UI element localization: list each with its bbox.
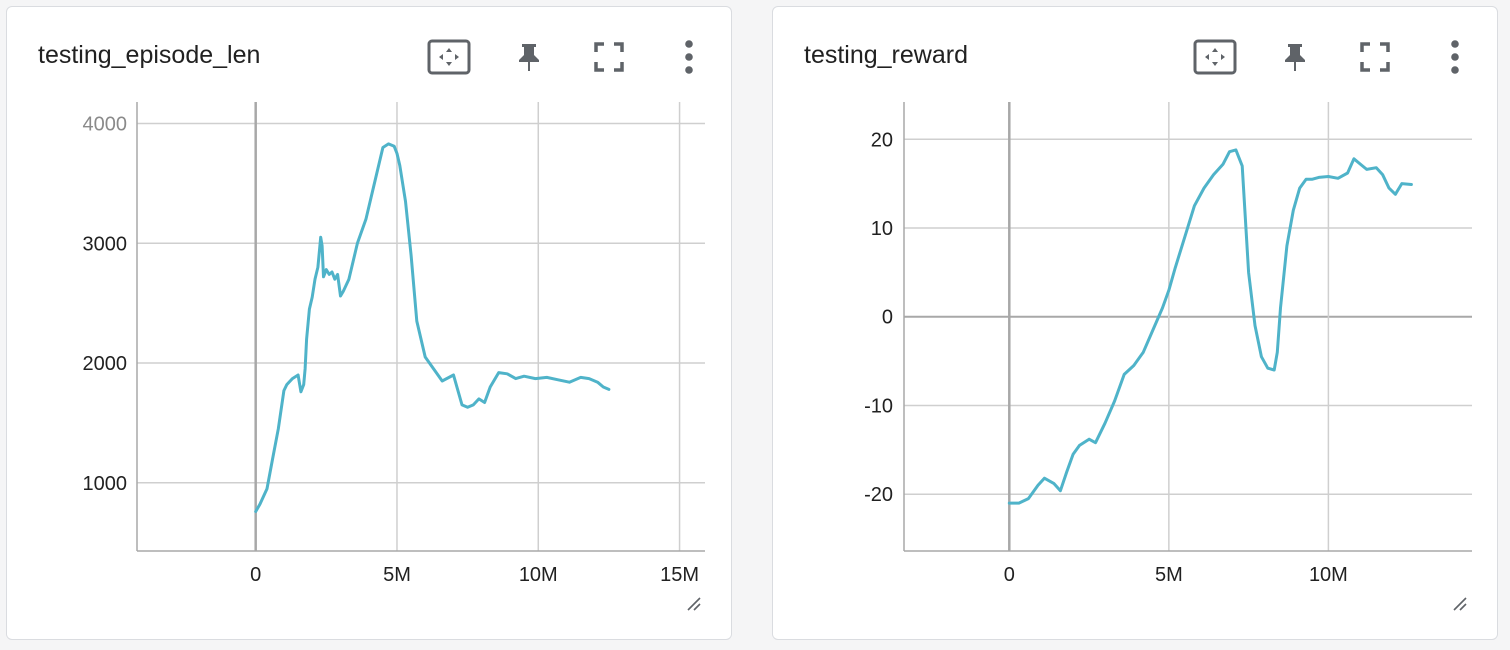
more-options-button[interactable]: [667, 35, 711, 79]
chart-card-episode-len: testing_episode_len 1000 2000 3000 4000 0 5M 1…: [6, 6, 732, 640]
more-options-button[interactable]: [1433, 35, 1477, 79]
chart-title: testing_reward: [804, 41, 968, 69]
x-tick-label: 0: [1004, 564, 1015, 586]
x-tick-label: 5M: [383, 564, 411, 586]
line-chart-reward: -20 -10 0 10 20 0 5M 10M: [864, 102, 1472, 586]
more-vert-icon: [685, 40, 693, 74]
fullscreen-icon: [1360, 42, 1390, 72]
y-tick-label: -10: [864, 395, 893, 417]
y-tick-label: 0: [882, 307, 893, 329]
y-tick-label: 20: [871, 129, 893, 151]
x-tick-label: 0: [250, 564, 261, 586]
pin-icon: [1285, 44, 1305, 71]
x-tick-label: 10M: [519, 564, 558, 586]
series-line: [254, 142, 611, 513]
pin-icon: [519, 44, 539, 71]
fit-domain-button[interactable]: [1193, 35, 1237, 79]
y-tick-label: 4000: [83, 114, 128, 136]
y-tick-label: 3000: [83, 233, 128, 255]
series-line: [1007, 148, 1413, 505]
fullscreen-button[interactable]: [587, 35, 631, 79]
y-tick-label: 10: [871, 218, 893, 240]
y-tick-label: 1000: [83, 473, 128, 495]
resize-handle-icon[interactable]: [1451, 595, 1467, 611]
fullscreen-icon: [594, 42, 624, 72]
chart-card-reward: testing_reward -20 -10 0 10 20 0 5M 10M: [772, 6, 1498, 640]
pin-button[interactable]: [507, 35, 551, 79]
resize-handle-icon[interactable]: [685, 595, 701, 611]
pin-button[interactable]: [1273, 35, 1317, 79]
line-chart-episode-len: 1000 2000 3000 4000 0 5M 10M 15M: [83, 102, 705, 586]
fullscreen-button[interactable]: [1353, 35, 1397, 79]
chart-title: testing_episode_len: [38, 41, 261, 69]
y-tick-label: -20: [864, 484, 893, 506]
x-tick-label: 10M: [1309, 564, 1348, 586]
fit-domain-icon: [427, 39, 471, 75]
fit-domain-button[interactable]: [427, 35, 471, 79]
more-vert-icon: [1451, 40, 1459, 74]
x-tick-label: 5M: [1155, 564, 1183, 586]
x-tick-label: 15M: [660, 564, 699, 586]
y-tick-label: 2000: [83, 353, 128, 375]
fit-domain-icon: [1193, 39, 1237, 75]
